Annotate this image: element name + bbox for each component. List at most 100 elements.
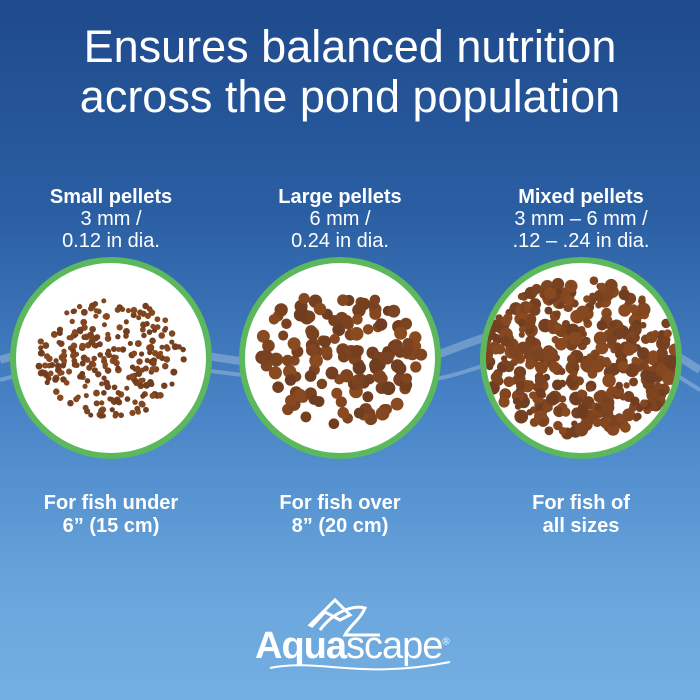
pellet xyxy=(630,396,640,406)
pellet xyxy=(91,355,98,362)
pellet xyxy=(287,337,301,351)
pellet xyxy=(125,307,132,314)
pellet xyxy=(103,379,110,387)
pellet xyxy=(513,366,527,379)
pellet xyxy=(594,404,602,412)
pellet xyxy=(628,331,636,339)
pellet xyxy=(147,349,153,356)
pellet xyxy=(618,288,630,301)
pellet xyxy=(113,359,120,367)
product-size: 3 mm – 6 mm / xyxy=(514,208,648,230)
pellet xyxy=(129,409,136,416)
pellet xyxy=(147,378,154,386)
pellet xyxy=(87,305,94,312)
pellet xyxy=(517,341,529,353)
pellet xyxy=(139,326,146,333)
pellet xyxy=(54,362,62,369)
pellet xyxy=(555,288,563,295)
pellet xyxy=(39,369,46,376)
pellet xyxy=(105,352,112,359)
pellet xyxy=(613,342,622,350)
pellet xyxy=(57,340,65,348)
pellet xyxy=(640,399,648,408)
pellet xyxy=(99,400,105,406)
pellet xyxy=(602,401,615,414)
pellet xyxy=(157,391,164,399)
pellet xyxy=(597,282,607,292)
pellet xyxy=(320,345,333,358)
pellet xyxy=(93,313,99,319)
pellet xyxy=(618,304,631,317)
pellet xyxy=(350,345,364,358)
pellet xyxy=(132,399,138,405)
pellet xyxy=(143,406,149,413)
pellet xyxy=(308,394,320,405)
product-title: Mixed pellets xyxy=(518,186,644,208)
pellet xyxy=(508,345,520,358)
pellet xyxy=(609,320,617,328)
pellet xyxy=(501,388,510,397)
aquascape-logo-mark xyxy=(269,597,451,671)
pellet xyxy=(596,320,608,331)
pellet xyxy=(622,408,636,422)
pellet xyxy=(501,315,512,327)
pellet xyxy=(113,396,121,404)
pellet xyxy=(661,371,676,385)
pellet xyxy=(523,316,536,329)
headline-line-1: Ensures balanced nutrition xyxy=(83,21,617,72)
pellet xyxy=(374,318,388,331)
pellet xyxy=(577,389,586,398)
pellet xyxy=(87,331,95,339)
pellet xyxy=(535,387,546,398)
pellet xyxy=(150,323,156,330)
pellet xyxy=(592,417,602,428)
pellet xyxy=(272,381,284,394)
brand-bold: Aqua xyxy=(255,625,347,667)
pellet xyxy=(337,407,350,419)
pellet xyxy=(362,391,374,403)
pellet xyxy=(116,346,122,353)
pellet xyxy=(589,276,599,285)
pellet xyxy=(394,326,408,340)
mixed-pellets-image xyxy=(480,257,682,459)
pellet xyxy=(82,404,89,411)
pellet xyxy=(602,358,612,368)
pellet xyxy=(278,330,289,341)
pellet xyxy=(518,331,525,338)
pellet xyxy=(349,326,364,341)
pellet xyxy=(95,371,102,378)
pellet xyxy=(553,420,563,431)
pellet xyxy=(548,361,561,373)
pellet xyxy=(57,370,63,376)
pellet xyxy=(390,397,404,411)
pellet xyxy=(495,314,503,322)
pellet xyxy=(615,381,623,390)
pellet xyxy=(99,381,105,387)
pellet xyxy=(561,407,571,417)
pellet xyxy=(180,356,187,363)
pellet xyxy=(162,327,168,333)
pellet xyxy=(586,355,593,363)
pellet xyxy=(282,354,294,367)
pellet xyxy=(93,308,99,314)
product-title: Large pellets xyxy=(278,186,402,208)
pellet xyxy=(137,382,145,390)
pellet xyxy=(606,334,617,346)
pellet xyxy=(67,399,74,407)
pellet xyxy=(116,324,123,331)
pellet xyxy=(115,334,121,340)
pellet xyxy=(651,330,659,338)
pellet xyxy=(410,361,422,373)
pellet xyxy=(304,370,317,382)
pellet xyxy=(42,342,49,349)
pellet xyxy=(298,292,310,305)
headline-line-2: across the pond population xyxy=(79,71,621,122)
pellet xyxy=(274,303,288,317)
pellet xyxy=(109,407,115,413)
pellet xyxy=(284,374,297,386)
pellet xyxy=(517,292,525,301)
pellet xyxy=(629,377,639,387)
small-pellets-label: Small pellets 3 mm / 0.12 in dia. xyxy=(0,186,231,252)
pellet xyxy=(518,325,527,333)
pellet xyxy=(591,359,605,373)
